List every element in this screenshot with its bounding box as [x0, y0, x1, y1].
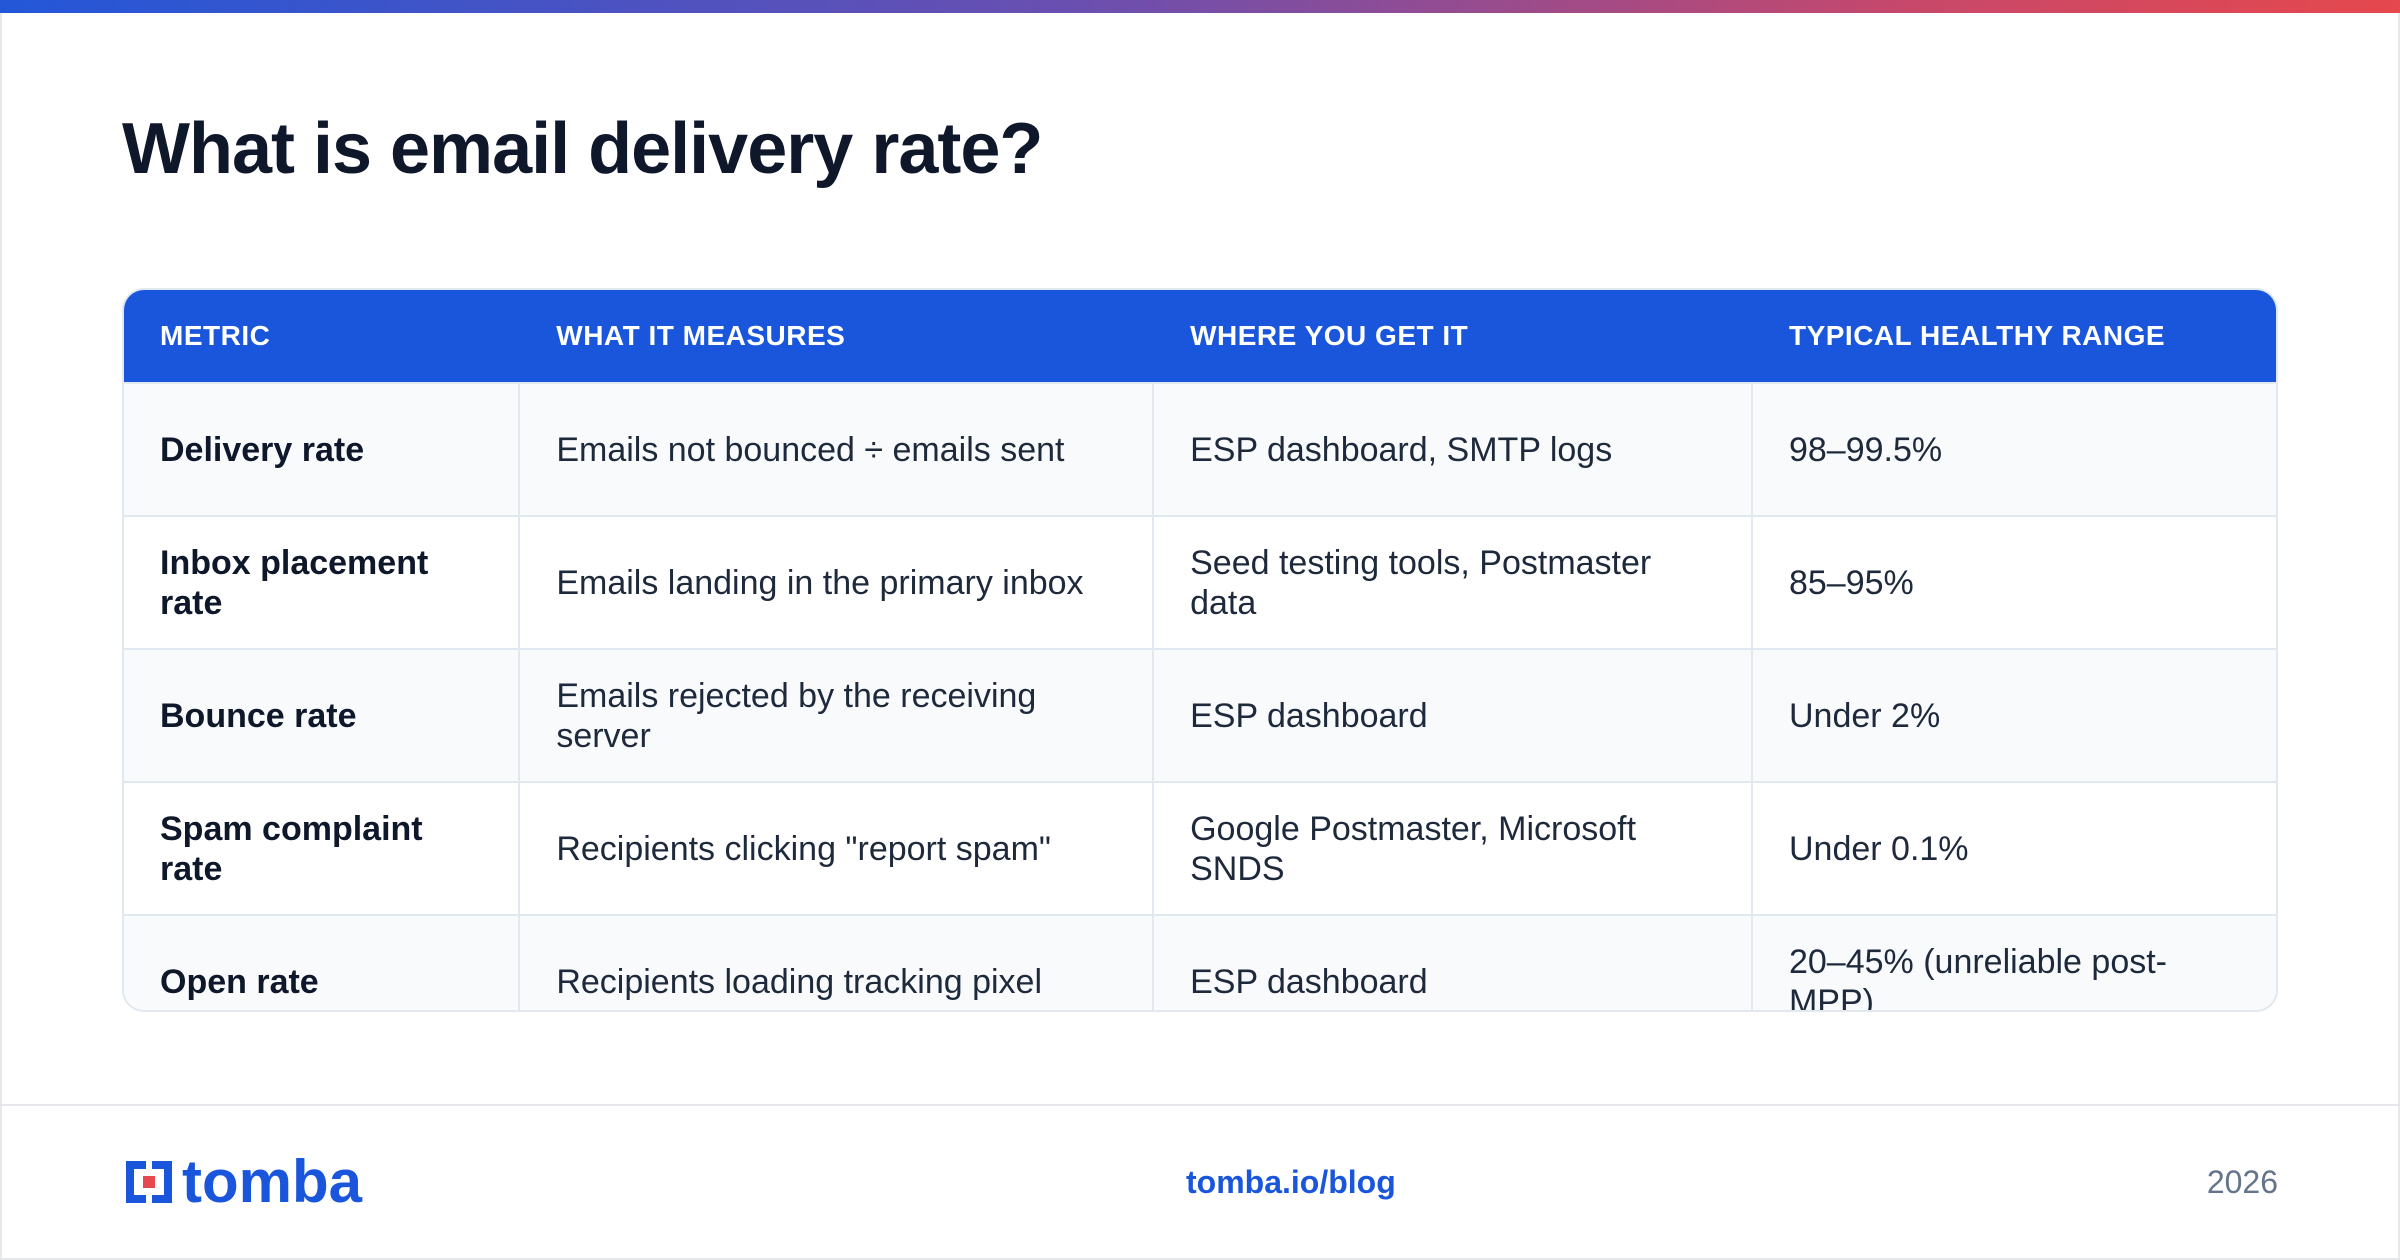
header-where-you-get-it: WHERE YOU GET IT — [1190, 320, 1469, 351]
cell-where-you-get-it: Seed testing tools, Postmaster data — [1154, 517, 1753, 648]
cell-healthy-range: Under 2% — [1788, 696, 1941, 735]
table-row: Spam complaint rate Recipients clicking … — [124, 781, 2276, 914]
cell-metric: Open rate — [124, 916, 521, 1010]
footer-year: 2026 — [2206, 1164, 2278, 1200]
cell-what-it-measures: Emails not bounced ÷ emails sent — [520, 384, 1155, 515]
cell-metric: Spam complaint rate — [124, 783, 521, 914]
table-row: Bounce rate Emails rejected by the recei… — [124, 648, 2276, 781]
cell-what-it-measures: Recipients clicking "report spam" — [520, 783, 1155, 914]
cell-metric: Delivery rate — [124, 384, 521, 515]
table-row: Delivery rate Emails not bounced ÷ email… — [124, 382, 2276, 515]
cell-metric: Bounce rate — [124, 650, 521, 781]
header-typical-healthy-range: TYPICAL HEALTHY RANGE — [1788, 320, 2166, 351]
page-title: What is email delivery rate? — [122, 109, 1043, 189]
table-header: METRIC WHAT IT MEASURES WHERE YOU GET IT… — [124, 290, 2276, 382]
table-row: Open rate Recipients loading tracking pi… — [124, 914, 2276, 1012]
blog-link[interactable]: tomba.io/blog — [1186, 1164, 1396, 1200]
cell-where-you-get-it: ESP dashboard, SMTP logs — [1154, 384, 1753, 515]
cell-metric: Inbox placement rate — [124, 517, 521, 648]
cell-what-it-measures: Emails rejected by the receiving server — [520, 650, 1155, 781]
cell-where-you-get-it: ESP dashboard — [1154, 650, 1753, 781]
table-body: Delivery rate Emails not bounced ÷ email… — [124, 382, 2276, 1012]
cell-healthy-range: Under 0.1% — [1788, 829, 1969, 868]
cell-what-it-measures: Emails landing in the primary inbox — [520, 517, 1155, 648]
header-what-it-measures: WHAT IT MEASURES — [556, 320, 846, 351]
cell-where-you-get-it: ESP dashboard — [1154, 916, 1753, 1010]
logo-wordmark: tomba — [182, 1148, 362, 1215]
tomba-logo[interactable]: tomba — [122, 1148, 362, 1215]
gradient-top-bar — [0, 0, 2400, 13]
metrics-table: METRIC WHAT IT MEASURES WHERE YOU GET IT… — [122, 288, 2278, 1012]
cell-where-you-get-it: Google Postmaster, Microsoft SNDS — [1154, 783, 1753, 914]
table-row: Inbox placement rate Emails landing in t… — [124, 515, 2276, 648]
cell-healthy-range: 85–95% — [1788, 563, 1914, 602]
cell-healthy-range: 20–45% (unreliable post-MPP) — [1788, 942, 2168, 1012]
header-metric: METRIC — [160, 320, 271, 351]
tomba-logo-icon — [126, 1161, 172, 1203]
footer-divider — [0, 1104, 2400, 1106]
cell-healthy-range: 98–99.5% — [1788, 430, 1943, 469]
cell-what-it-measures: Recipients loading tracking pixel — [520, 916, 1155, 1010]
